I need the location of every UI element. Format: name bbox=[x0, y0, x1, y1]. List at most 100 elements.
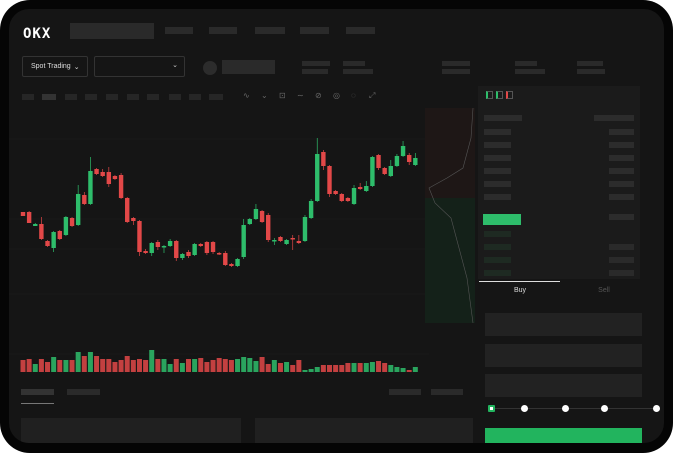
volume-bar bbox=[204, 362, 210, 372]
indicator-icon[interactable]: ⌄ bbox=[261, 91, 268, 100]
volume-bar bbox=[277, 363, 283, 372]
candle-body bbox=[210, 242, 216, 252]
bottom-tab-history[interactable] bbox=[67, 389, 100, 395]
search-bar[interactable] bbox=[70, 23, 154, 39]
leverage-step[interactable] bbox=[488, 405, 495, 412]
volume-bar bbox=[412, 367, 418, 372]
volume-bar bbox=[314, 367, 320, 372]
candle-body bbox=[345, 198, 351, 201]
candle-body bbox=[69, 218, 75, 226]
candle-body bbox=[394, 156, 400, 166]
target-icon[interactable]: ◎ bbox=[333, 91, 340, 100]
volume-bar bbox=[406, 370, 412, 372]
line-type-icon[interactable]: ∿ bbox=[243, 91, 250, 100]
candle-body bbox=[143, 251, 148, 253]
buy-tab[interactable]: Buy bbox=[513, 287, 527, 294]
book-both-icon bbox=[486, 91, 493, 99]
bottom-action[interactable] bbox=[389, 389, 421, 395]
nav-item[interactable] bbox=[346, 27, 375, 34]
candle-body bbox=[131, 218, 136, 221]
nav-item[interactable] bbox=[209, 27, 237, 34]
candlestick-chart[interactable] bbox=[9, 109, 429, 389]
volume-bar bbox=[155, 359, 161, 372]
volume-bar bbox=[216, 358, 222, 372]
orders-panel bbox=[21, 418, 241, 443]
leverage-step[interactable] bbox=[521, 405, 528, 412]
pair-select[interactable]: ⌄ bbox=[94, 56, 185, 77]
leverage-step[interactable] bbox=[601, 405, 608, 412]
total-input[interactable] bbox=[485, 374, 642, 397]
volume-bar bbox=[247, 358, 253, 372]
candle-body bbox=[88, 171, 93, 204]
candle-body bbox=[321, 152, 326, 166]
timeframe-button[interactable] bbox=[209, 94, 223, 100]
leverage-slider[interactable] bbox=[489, 408, 655, 409]
trend-icon[interactable]: ∼ bbox=[297, 91, 304, 100]
amount-input[interactable] bbox=[485, 344, 642, 367]
header-amount bbox=[594, 115, 634, 121]
settings-icon[interactable]: ⊡ bbox=[279, 91, 286, 100]
leverage-step[interactable] bbox=[653, 405, 660, 412]
volume-bar bbox=[265, 364, 271, 372]
market-select-label: Spot Trading bbox=[31, 63, 71, 70]
volume-bar bbox=[192, 359, 198, 372]
candle-body bbox=[223, 253, 228, 265]
volume-bar bbox=[81, 356, 87, 372]
draw-icon[interactable]: ⊘ bbox=[315, 91, 322, 100]
candle-body bbox=[339, 194, 344, 201]
timeframe-button[interactable] bbox=[42, 94, 56, 100]
candle-body bbox=[382, 168, 387, 174]
nav-item[interactable] bbox=[165, 27, 193, 34]
candle-body bbox=[364, 186, 369, 191]
timeframe-button[interactable] bbox=[169, 94, 181, 100]
expand-icon[interactable]: ⤢ bbox=[369, 91, 376, 100]
volume-bar bbox=[235, 359, 241, 372]
candle-body bbox=[26, 212, 32, 223]
candle-body bbox=[302, 217, 308, 241]
candle-body bbox=[241, 225, 246, 257]
volume-bar bbox=[186, 359, 192, 372]
volume-bar bbox=[302, 370, 308, 372]
clock-icon[interactable]: ◌ bbox=[351, 91, 356, 100]
trading-screen: OKX Spot Trading ⌄ ⌄ Buy Sell ∿ ⌄ ⊡ ∼ ⊘ ◎ ◌ ⤢ bbox=[9, 9, 664, 443]
candle-body bbox=[39, 224, 44, 239]
candle-body bbox=[400, 146, 406, 156]
volume-bar bbox=[351, 363, 357, 372]
ask-price bbox=[484, 168, 511, 174]
timeframe-button[interactable] bbox=[189, 94, 201, 100]
candle-body bbox=[296, 241, 302, 243]
candle-body bbox=[216, 253, 222, 255]
bottom-tab-orders[interactable] bbox=[21, 389, 54, 395]
leverage-step[interactable] bbox=[562, 405, 569, 412]
market-stat bbox=[442, 61, 470, 66]
volume-bar bbox=[179, 363, 185, 372]
sell-tab[interactable]: Sell bbox=[598, 287, 610, 294]
candle-body bbox=[180, 254, 185, 258]
candle-body bbox=[137, 221, 142, 252]
volume-bar bbox=[143, 360, 149, 372]
timeframe-button[interactable] bbox=[106, 94, 118, 100]
volume-bar bbox=[75, 352, 81, 372]
timeframe-button[interactable] bbox=[147, 94, 159, 100]
depth-asks-area bbox=[425, 108, 475, 198]
timeframe-button[interactable] bbox=[65, 94, 77, 100]
volume-bar bbox=[167, 364, 173, 372]
volume-bar bbox=[369, 362, 375, 372]
coin-icon bbox=[203, 61, 217, 75]
volume-bar bbox=[241, 357, 247, 372]
timeframe-button[interactable] bbox=[127, 94, 139, 100]
ask-price bbox=[484, 181, 511, 187]
ask-amount bbox=[609, 181, 634, 187]
market-stat bbox=[302, 61, 330, 66]
market-select[interactable]: Spot Trading ⌄ bbox=[22, 56, 88, 77]
pair-price bbox=[222, 60, 275, 74]
timeframe-button[interactable] bbox=[22, 94, 34, 100]
timeframe-button[interactable] bbox=[85, 94, 97, 100]
volume-bar bbox=[210, 360, 216, 372]
price-input[interactable] bbox=[485, 313, 642, 336]
bottom-action[interactable] bbox=[431, 389, 463, 395]
header-price bbox=[484, 115, 522, 121]
nav-item[interactable] bbox=[300, 27, 329, 34]
nav-item[interactable] bbox=[255, 27, 285, 34]
buy-button[interactable] bbox=[485, 428, 642, 443]
